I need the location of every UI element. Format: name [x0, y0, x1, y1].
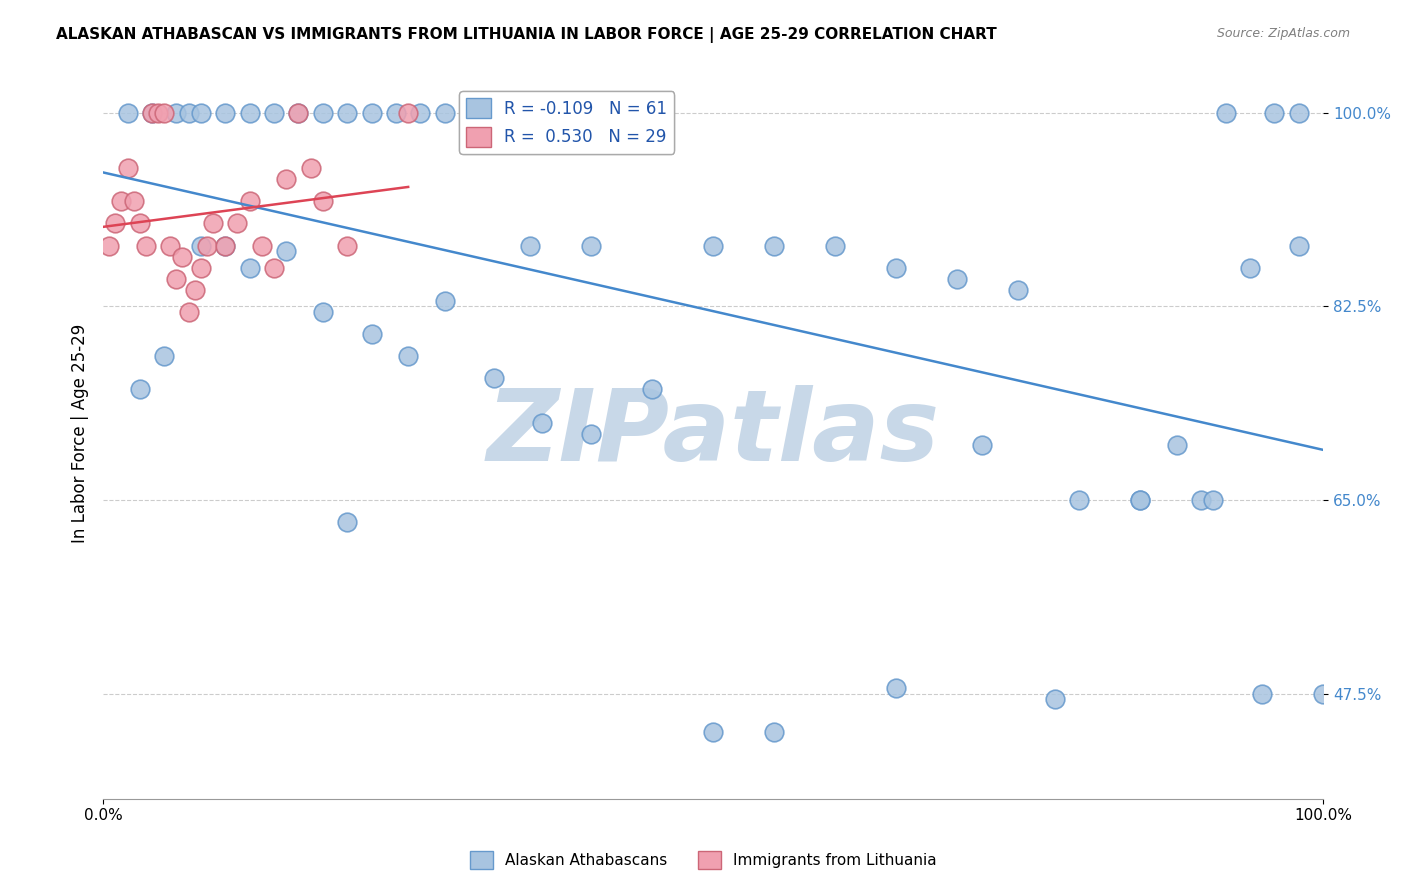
Point [1251, 687, 1274, 701]
Point [946, 271, 969, 285]
Point [299, 161, 322, 175]
Point [433, 293, 456, 308]
Point [1189, 493, 1212, 508]
Text: ZIPatlas: ZIPatlas [486, 385, 939, 483]
Point [1069, 493, 1091, 508]
Point [263, 260, 285, 275]
Point [763, 238, 786, 252]
Point [458, 105, 481, 120]
Point [159, 238, 181, 252]
Point [128, 383, 150, 397]
Point [1239, 260, 1261, 275]
Text: Source: ZipAtlas.com: Source: ZipAtlas.com [1216, 27, 1350, 40]
Point [141, 105, 163, 120]
Point [1043, 692, 1066, 706]
Point [104, 216, 127, 230]
Point [336, 515, 359, 529]
Point [884, 681, 907, 695]
Point [628, 105, 651, 120]
Text: ALASKAN ATHABASCAN VS IMMIGRANTS FROM LITHUANIA IN LABOR FORCE | AGE 25-29 CORRE: ALASKAN ATHABASCAN VS IMMIGRANTS FROM LI… [56, 27, 997, 43]
Point [702, 238, 724, 252]
Point [360, 105, 382, 120]
Point [1263, 105, 1285, 120]
Legend: Alaskan Athabascans, Immigrants from Lithuania: Alaskan Athabascans, Immigrants from Lit… [464, 845, 942, 875]
Point [312, 105, 335, 120]
Point [641, 383, 664, 397]
Point [1007, 283, 1029, 297]
Point [336, 238, 359, 252]
Point [183, 283, 205, 297]
Point [141, 105, 163, 120]
Point [153, 105, 176, 120]
Point [654, 105, 676, 120]
Point [165, 105, 187, 120]
Point [1202, 493, 1225, 508]
Point [287, 105, 309, 120]
Point [122, 194, 145, 209]
Point [117, 161, 139, 175]
Point [276, 244, 298, 258]
Point [153, 349, 176, 363]
Point [238, 260, 260, 275]
Point [702, 725, 724, 739]
Point [214, 238, 236, 252]
Point [409, 105, 432, 120]
Point [519, 238, 541, 252]
Point [579, 426, 602, 441]
Point [396, 105, 419, 120]
Point [1129, 493, 1152, 508]
Point [128, 216, 150, 230]
Point [579, 238, 602, 252]
Point [177, 105, 200, 120]
Point [1288, 238, 1310, 252]
Point [172, 250, 194, 264]
Point [1129, 493, 1152, 508]
Point [312, 305, 335, 319]
Point [190, 105, 212, 120]
Point [135, 238, 157, 252]
Point [555, 105, 578, 120]
Point [824, 238, 846, 252]
Point [1215, 105, 1237, 120]
Point [1288, 105, 1310, 120]
Point [177, 305, 200, 319]
Point [396, 349, 419, 363]
Point [263, 105, 285, 120]
Point [433, 105, 456, 120]
Point [214, 105, 236, 120]
Legend: R = -0.109   N = 61, R =  0.530   N = 29: R = -0.109 N = 61, R = 0.530 N = 29 [460, 92, 673, 153]
Point [970, 438, 993, 452]
Point [110, 194, 132, 209]
Point [1166, 438, 1188, 452]
Point [117, 105, 139, 120]
Point [336, 105, 359, 120]
Point [226, 216, 249, 230]
Point [201, 216, 224, 230]
Point [287, 105, 309, 120]
Point [763, 725, 786, 739]
Point [884, 260, 907, 275]
Point [214, 238, 236, 252]
Point [482, 371, 505, 385]
Point [190, 238, 212, 252]
Point [276, 172, 298, 186]
Point [385, 105, 408, 120]
Point [312, 194, 335, 209]
Point [605, 105, 627, 120]
Point [238, 105, 260, 120]
Point [360, 327, 382, 342]
Point [98, 238, 121, 252]
Point [190, 260, 212, 275]
Point [195, 238, 218, 252]
Point [238, 194, 260, 209]
Point [531, 416, 554, 430]
Point [250, 238, 273, 252]
Point [1312, 687, 1334, 701]
Point [165, 271, 187, 285]
Y-axis label: In Labor Force | Age 25-29: In Labor Force | Age 25-29 [72, 324, 89, 543]
Point [146, 105, 169, 120]
